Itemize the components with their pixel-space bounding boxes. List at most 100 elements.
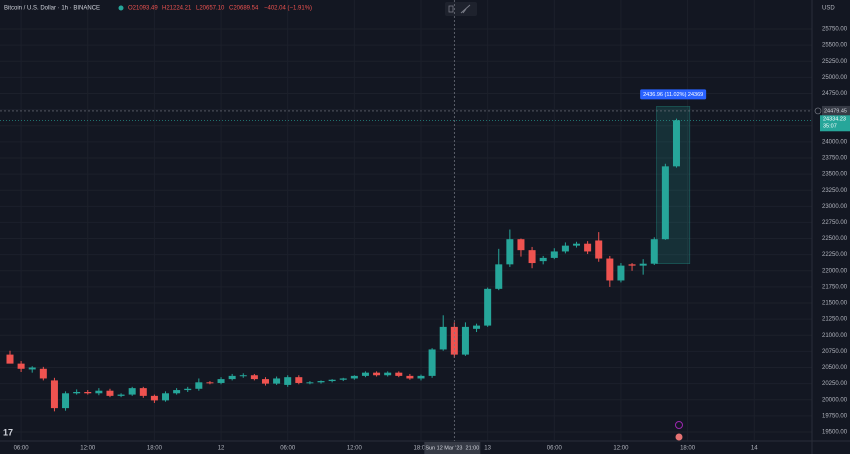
candle-body (417, 375, 425, 379)
candle-body (139, 388, 147, 396)
x-tick-label: 18:00 (413, 446, 429, 452)
candle-body (239, 375, 247, 377)
y-tick-label: 22500.00 (822, 236, 848, 242)
crosshair-plus (814, 107, 822, 115)
event-icon[interactable] (675, 421, 683, 429)
lock-icon[interactable] (448, 5, 454, 13)
draw-icon[interactable] (460, 4, 471, 14)
candle-body (373, 372, 381, 376)
y-tick-label: 21750.00 (822, 284, 848, 290)
candle-body (173, 390, 181, 394)
candle-body (228, 375, 236, 380)
candle-body (517, 239, 525, 251)
candle-body (561, 245, 569, 252)
y-tick-label: 21500.00 (822, 301, 848, 307)
candle-body (461, 326, 469, 355)
y-tick-label: 25750.00 (822, 27, 848, 33)
candle-body (317, 381, 325, 383)
measure-label-bg (640, 89, 707, 100)
candle-body (595, 240, 603, 259)
candle-body (95, 390, 103, 394)
y-tick-label: 25500.00 (822, 43, 848, 49)
candle-body (506, 239, 514, 265)
x-tick-label: 06:00 (547, 446, 563, 452)
candle-body (128, 388, 136, 395)
candle-body (28, 367, 36, 370)
candle-body (484, 288, 492, 326)
countdown: 35:07 (823, 124, 837, 130)
candle-body (550, 251, 558, 258)
last-price-bg (820, 115, 850, 132)
candle-body (206, 382, 214, 384)
y-tick-label: 20750.00 (822, 349, 848, 355)
y-tick-label: 24750.00 (822, 91, 848, 97)
candle-body (195, 382, 203, 389)
candle-body (428, 349, 436, 376)
chart-title: Bitcoin / U.S. Dollar · 1h · BINANCE (4, 6, 100, 12)
y-tick-label: 25250.00 (822, 59, 848, 65)
x-tick-label: 12:00 (347, 446, 363, 452)
candle-body (250, 375, 258, 380)
legend-open: O21093.49 (128, 6, 158, 12)
candle-body (528, 250, 536, 264)
y-tick-label: 23250.00 (822, 188, 848, 194)
x-tick-label: 13 (484, 446, 491, 452)
candle-body (439, 326, 447, 350)
candle-body (117, 394, 125, 396)
crosshair-price: 24479.45 (824, 108, 847, 114)
status-dot (118, 5, 124, 11)
candle-body (473, 325, 481, 329)
candle-body (62, 393, 70, 409)
legend-low: L20657.10 (196, 6, 225, 12)
candle-body (39, 368, 47, 379)
y-tick-label: 22250.00 (822, 252, 848, 258)
candle-body (150, 395, 158, 401)
x-tick-label: 12:00 (613, 446, 629, 452)
candle-body (395, 372, 403, 376)
x-tick-label: 12:00 (80, 446, 96, 452)
candle-body (584, 243, 592, 252)
candle-body (273, 378, 281, 384)
toolbar-bg (445, 2, 477, 16)
candle-body (406, 375, 414, 379)
y-tick-label: 23000.00 (822, 204, 848, 210)
candle-body (106, 390, 114, 396)
candle-body (339, 378, 347, 380)
y-tick-label: 21000.00 (822, 333, 848, 339)
x-tick-label: 06:00 (14, 446, 30, 452)
crosshair-time: Sun 12 Mar '23 21:00 (425, 445, 479, 451)
candle-body (539, 257, 547, 262)
candle-body (73, 392, 81, 394)
legend-change: −402.04 (−1.91%) (264, 6, 312, 12)
toolbar[interactable] (445, 2, 477, 16)
x-tick-label: 18:00 (680, 446, 696, 452)
y-tick-label: 25000.00 (822, 75, 848, 81)
candle-body (295, 377, 303, 383)
x-tick-label: 18:00 (147, 446, 163, 452)
last-price: 24334.23 (823, 117, 846, 123)
candle-body (350, 375, 358, 379)
candle-body (261, 379, 269, 384)
y-tick-label: 19750.00 (822, 413, 848, 419)
candle-body (17, 363, 25, 369)
y-tick-label: 21250.00 (822, 317, 848, 323)
candle-body (628, 264, 636, 266)
y-tick-label: 22750.00 (822, 220, 848, 226)
candle-body (573, 243, 581, 246)
y-tick-label: 23750.00 (822, 156, 848, 162)
candle-body (617, 265, 625, 281)
x-tick-label: 06:00 (280, 446, 296, 452)
y-tick-label: 20500.00 (822, 365, 848, 371)
currency: USD (822, 6, 835, 12)
candle-body (84, 392, 92, 394)
candle-body (361, 372, 369, 376)
candle-body (639, 263, 647, 266)
crosshair-price-bg (822, 105, 850, 116)
candle-body (384, 372, 392, 376)
y-tick-label: 22000.00 (822, 268, 848, 274)
event-icon[interactable] (675, 433, 683, 441)
candle-body (328, 379, 336, 382)
candle-body (217, 379, 225, 383)
candle-body (606, 258, 614, 281)
